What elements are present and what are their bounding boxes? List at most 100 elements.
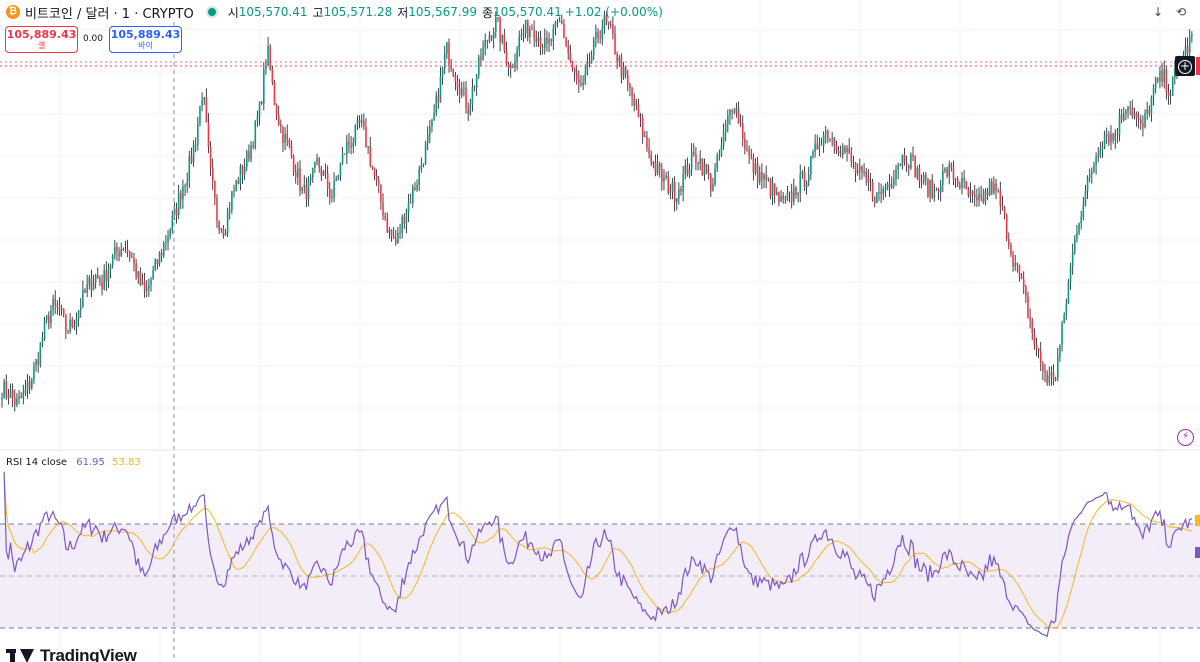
candle-body <box>541 47 544 49</box>
candle-body <box>624 66 627 75</box>
candle-body <box>392 236 395 239</box>
candle-body <box>294 171 297 178</box>
candle-body <box>937 189 940 193</box>
candle-body <box>467 108 469 115</box>
candle-body <box>793 187 795 202</box>
candle-body <box>158 252 161 265</box>
candle-body <box>1025 287 1027 297</box>
arrow-down-icon[interactable]: ↓ <box>1152 5 1164 19</box>
candle-body <box>331 197 333 199</box>
candle-body <box>1108 134 1110 143</box>
candle-body <box>205 97 208 123</box>
add-order-button[interactable]: + <box>1175 56 1195 76</box>
candle-body <box>616 53 618 62</box>
candle-body <box>665 175 667 178</box>
candle-body <box>7 395 10 398</box>
candle-body <box>478 56 480 76</box>
candle-body <box>524 19 527 34</box>
lightning-icon[interactable]: ⚡ <box>1177 429 1194 446</box>
candle-body <box>880 191 882 194</box>
candle-body <box>443 54 446 68</box>
candle-body <box>450 65 452 70</box>
candle-body <box>641 118 644 137</box>
candle-body <box>788 191 791 193</box>
candle-body <box>1046 373 1048 383</box>
candle-body <box>1174 69 1176 78</box>
candle-body <box>1171 77 1174 96</box>
candle-body <box>718 155 721 157</box>
candle-body <box>343 153 346 155</box>
candle-body <box>1065 303 1068 315</box>
candle-body <box>1031 320 1034 334</box>
candle-body <box>859 166 861 171</box>
sell-button[interactable]: 105,889.43 셀 <box>5 26 78 53</box>
candle-body <box>584 74 587 83</box>
candle-body <box>192 144 195 163</box>
candle-body <box>333 181 335 199</box>
candle-body <box>54 298 57 305</box>
candle-body <box>888 183 891 188</box>
candle-body <box>1022 279 1025 288</box>
candle-body <box>1152 87 1155 98</box>
candle-body <box>269 46 271 70</box>
candle-body <box>239 166 242 184</box>
candle-body <box>1184 46 1187 56</box>
candle-body <box>831 137 833 139</box>
rsi-ma-marker <box>1195 515 1200 526</box>
candle-body <box>805 182 808 188</box>
candle-body <box>135 263 137 278</box>
candle-body <box>1048 376 1051 383</box>
candle-body <box>839 153 842 155</box>
candle-body <box>654 162 657 174</box>
candle-body <box>224 232 227 236</box>
candle-body <box>309 177 312 181</box>
candle-body <box>750 155 753 157</box>
candle-body <box>765 174 767 180</box>
candle-body <box>252 145 254 148</box>
candle-body <box>352 142 355 148</box>
candle-body <box>101 282 103 289</box>
tradingview-logo[interactable]: TradingView <box>6 646 137 662</box>
candle-body <box>778 191 780 203</box>
candle-body <box>1133 113 1136 117</box>
candle-body <box>1095 157 1097 166</box>
candle-body <box>688 169 691 175</box>
candle-body <box>16 398 18 405</box>
candle-body <box>209 146 212 168</box>
candle-body <box>96 274 99 279</box>
candle-body <box>1067 281 1070 304</box>
candle-body <box>980 193 982 197</box>
buy-button[interactable]: 105,889.43 바이 <box>109 26 182 53</box>
candle-body <box>1061 323 1063 345</box>
candle-body <box>360 120 363 123</box>
candle-body <box>1005 214 1008 239</box>
symbol-title[interactable]: 비트코인 / 달러 · 1 · CRYPTO <box>25 6 194 22</box>
candle-body <box>661 168 663 182</box>
candle-body <box>1071 251 1074 267</box>
candle-body <box>637 104 640 118</box>
candle-body <box>277 115 280 125</box>
candle-body <box>803 171 806 188</box>
candle-body <box>920 181 923 183</box>
candle-body <box>907 164 910 169</box>
candle-body <box>614 34 616 54</box>
candle-body <box>286 133 289 140</box>
candle-body <box>650 154 653 165</box>
reset-icon[interactable]: ⟲ <box>1175 5 1187 19</box>
candle-body <box>627 74 629 84</box>
rsi-title[interactable]: RSI 14 close <box>6 457 68 468</box>
candle-body <box>1137 118 1140 120</box>
candle-body <box>58 306 61 310</box>
candle-body <box>835 145 838 151</box>
candle-body <box>758 172 761 183</box>
candle-body <box>105 270 108 282</box>
candle-body <box>33 366 35 380</box>
candle-body <box>218 221 220 230</box>
candle-body <box>495 17 497 32</box>
candle-body <box>767 179 770 181</box>
candle-body <box>620 57 623 77</box>
candle-body <box>220 228 223 230</box>
candle-body <box>260 101 263 104</box>
candle-body <box>797 192 799 196</box>
